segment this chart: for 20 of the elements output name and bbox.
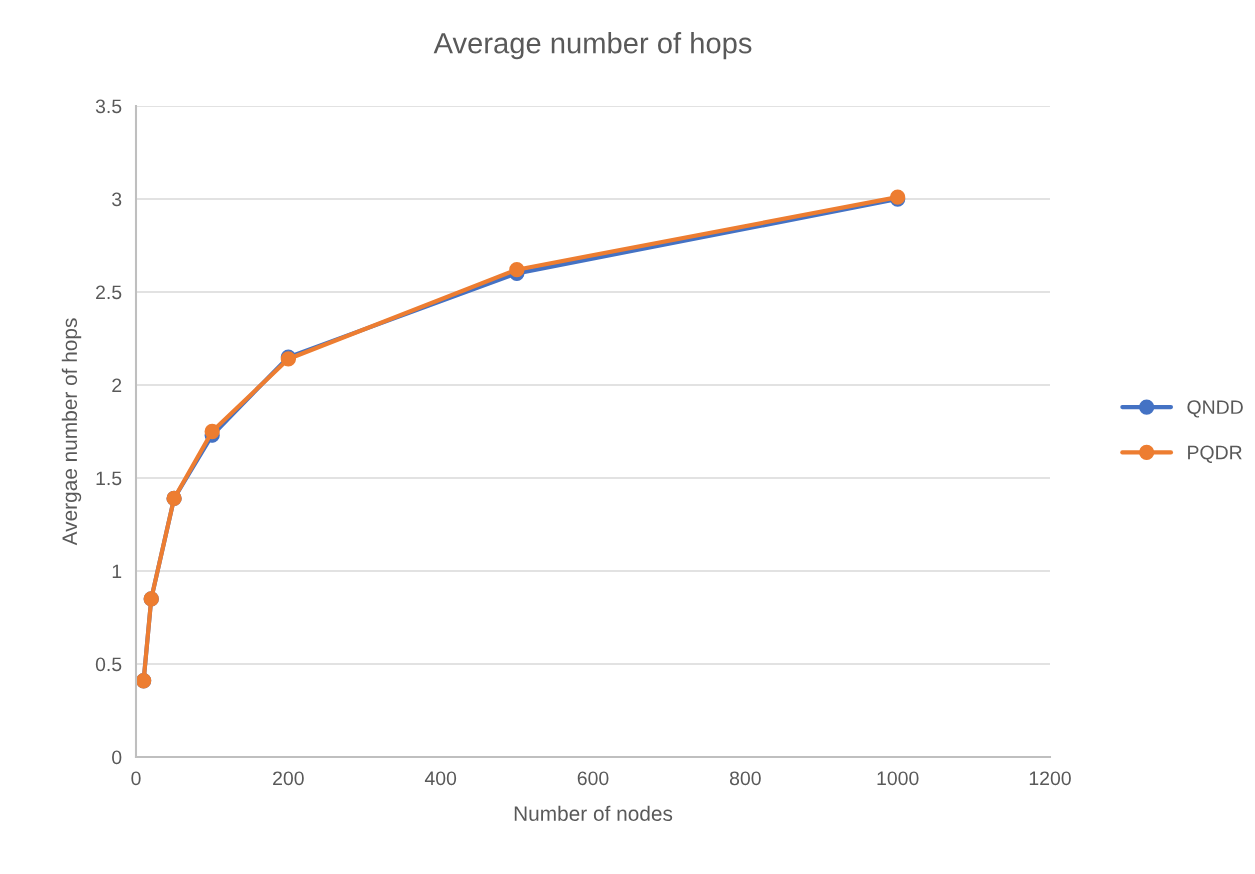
x-tick-label: 600 [577, 771, 609, 786]
y-tick-label: 2.5 [96, 285, 122, 300]
y-axis-title: Avergae number of hops [61, 318, 82, 546]
x-tick-label: 200 [273, 771, 304, 786]
x-tick-label: 400 [424, 771, 457, 786]
y-tick-label: 0 [112, 750, 122, 765]
y-tick-label: 3.5 [95, 99, 122, 114]
y-tick-label: 1 [112, 564, 122, 579]
x-tick-label: 1200 [1029, 771, 1071, 786]
x-tick-label: 0 [131, 771, 141, 786]
x-axis-title: Number of nodes [514, 805, 673, 821]
legend-label: QNDD [1187, 400, 1243, 418]
legend-label: PQDR [1188, 445, 1242, 463]
chart-title: Average number of hops [433, 32, 752, 60]
x-tick-label: 800 [729, 771, 761, 786]
y-tick-label: 2 [112, 378, 122, 393]
y-tick-label: 1.5 [96, 471, 122, 486]
x-tick-label: 1000 [877, 771, 919, 786]
y-tick-label: 3 [112, 192, 122, 207]
y-tick-label: 0.5 [95, 657, 122, 672]
